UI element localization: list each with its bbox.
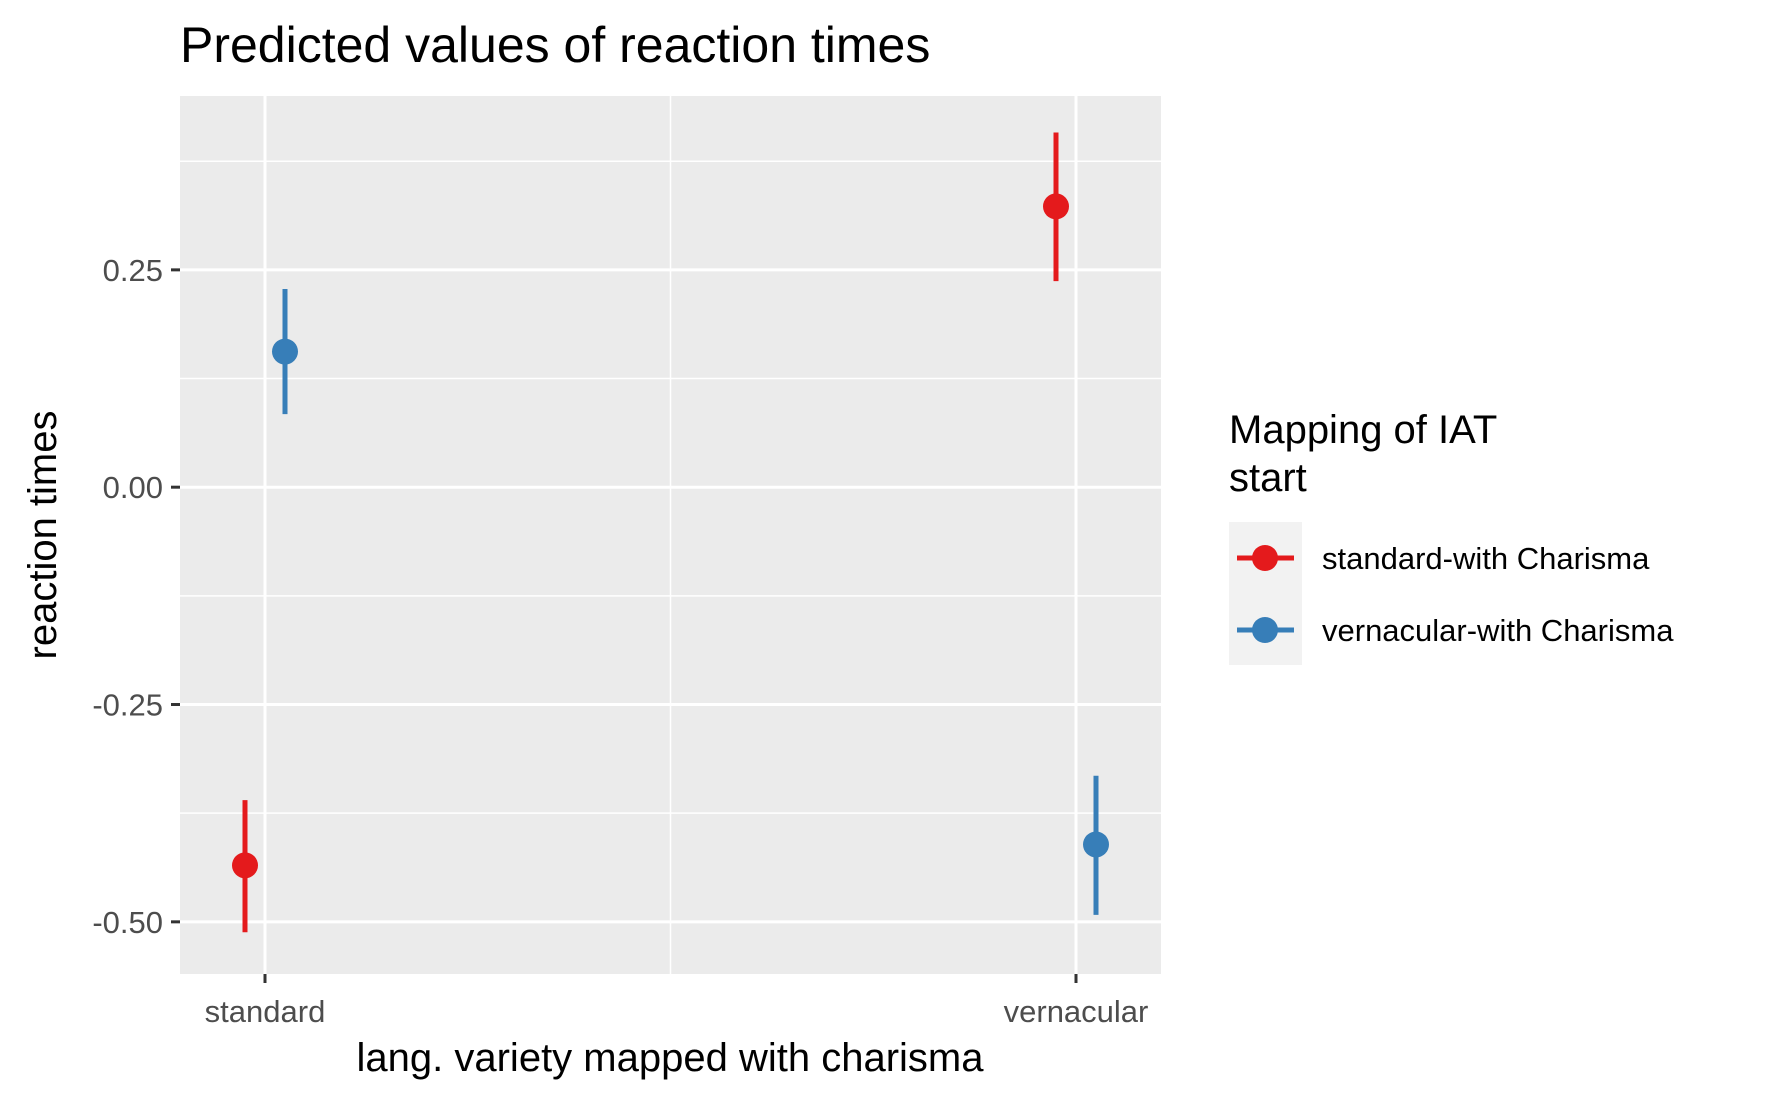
data-point [272, 338, 298, 365]
data-marks [232, 132, 1109, 933]
y-tick-label: 0.25 [103, 253, 163, 288]
y-axis: 0.25 0.00 -0.25 -0.50 [92, 253, 180, 940]
y-axis-title: reaction times [21, 411, 65, 660]
y-tick-label: -0.25 [92, 688, 163, 723]
legend-key-point [1252, 545, 1278, 571]
x-tick-label: vernacular [1004, 994, 1149, 1029]
y-tick-label: -0.50 [92, 905, 163, 940]
data-point [232, 852, 258, 879]
chart-title: Predicted values of reaction times [180, 17, 930, 73]
y-tick-label: 0.00 [103, 470, 163, 505]
x-axis: standard vernacular [205, 974, 1149, 1029]
x-axis-title: lang. variety mapped with charisma [357, 1036, 985, 1080]
data-point [1043, 193, 1069, 220]
data-point [1083, 831, 1109, 858]
legend: Mapping of IAT start standard-with Charis… [1229, 408, 1674, 665]
legend-key-background [1229, 522, 1302, 665]
legend-items: standard-with Charisma vernacular-with Ch… [1237, 541, 1674, 648]
x-tick-label: standard [205, 994, 326, 1029]
legend-title: Mapping of IAT start [1229, 408, 1497, 500]
legend-key-point [1252, 617, 1278, 643]
legend-label: vernacular-with Charisma [1322, 613, 1674, 648]
legend-label: standard-with Charisma [1322, 541, 1650, 576]
grid [180, 96, 1161, 974]
legend-title-line: Mapping of IAT [1229, 408, 1497, 452]
legend-title-line: start [1229, 456, 1307, 500]
